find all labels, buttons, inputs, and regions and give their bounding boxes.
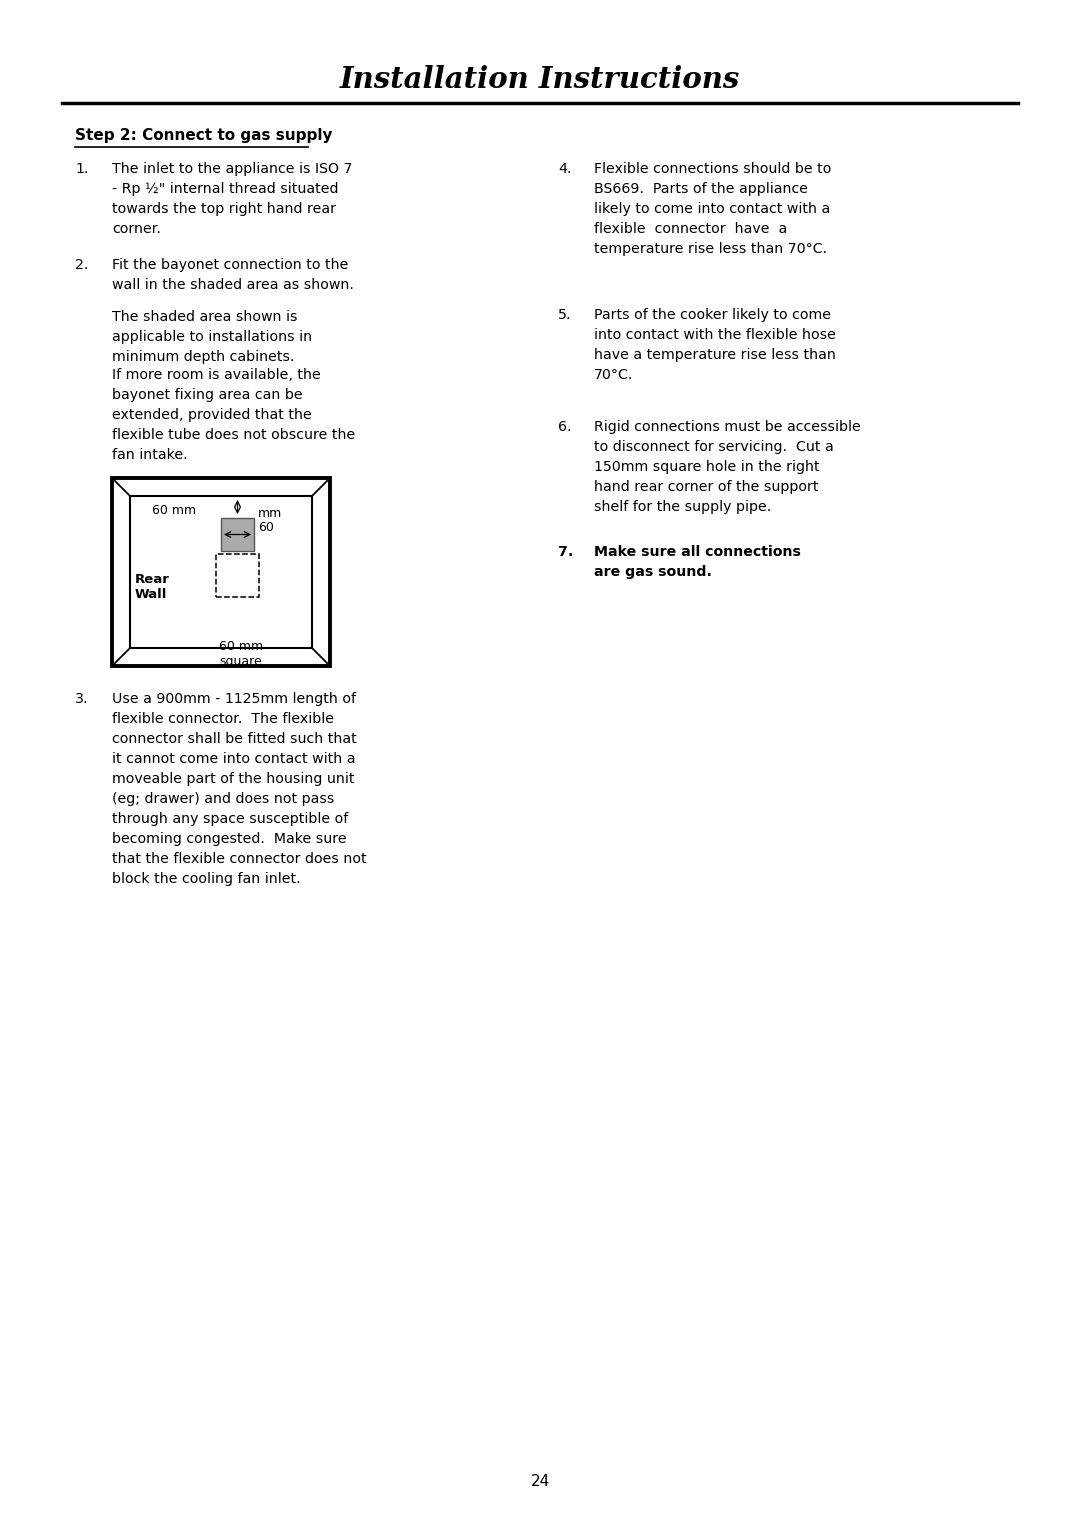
Text: Rigid connections must be accessible
to disconnect for servicing.  Cut a
150mm s: Rigid connections must be accessible to … (594, 420, 861, 515)
Text: 24: 24 (530, 1475, 550, 1490)
Text: 6.: 6. (558, 420, 571, 434)
Text: 2.: 2. (75, 258, 89, 272)
Bar (221, 518, 254, 552)
Text: The shaded area shown is
applicable to installations in
minimum depth cabinets.: The shaded area shown is applicable to i… (112, 310, 312, 364)
Text: 3.: 3. (75, 692, 89, 706)
Text: If more room is available, the
bayonet fixing area can be
extended, provided tha: If more room is available, the bayonet f… (112, 368, 355, 461)
Text: Fit the bayonet connection to the
wall in the shaded area as shown.: Fit the bayonet connection to the wall i… (112, 258, 354, 292)
Text: Flexible connections should be to
BS669.  Parts of the appliance
likely to come : Flexible connections should be to BS669.… (594, 162, 832, 257)
Text: 4.: 4. (558, 162, 571, 176)
Text: 60 mm
square: 60 mm square (219, 640, 264, 668)
Text: 5.: 5. (558, 309, 571, 322)
Text: Rear
Wall: Rear Wall (135, 573, 170, 601)
Text: Installation Instructions: Installation Instructions (340, 66, 740, 95)
Bar (216, 555, 259, 597)
Text: 60: 60 (258, 521, 274, 533)
Text: 60 mm: 60 mm (152, 504, 197, 516)
Text: Use a 900mm - 1125mm length of
flexible connector.  The flexible
connector shall: Use a 900mm - 1125mm length of flexible … (112, 692, 366, 886)
Text: Make sure all connections
are gas sound.: Make sure all connections are gas sound. (594, 545, 801, 579)
Text: 7.: 7. (558, 545, 573, 559)
Bar (112, 478, 330, 666)
Text: mm: mm (258, 507, 282, 520)
Bar (130, 497, 312, 648)
Text: Parts of the cooker likely to come
into contact with the flexible hose
have a te: Parts of the cooker likely to come into … (594, 309, 836, 382)
Text: 1.: 1. (75, 162, 89, 176)
Text: Step 2: Connect to gas supply: Step 2: Connect to gas supply (75, 128, 333, 144)
Text: The inlet to the appliance is ISO 7
- Rp ½" internal thread situated
towards the: The inlet to the appliance is ISO 7 - Rp… (112, 162, 352, 237)
